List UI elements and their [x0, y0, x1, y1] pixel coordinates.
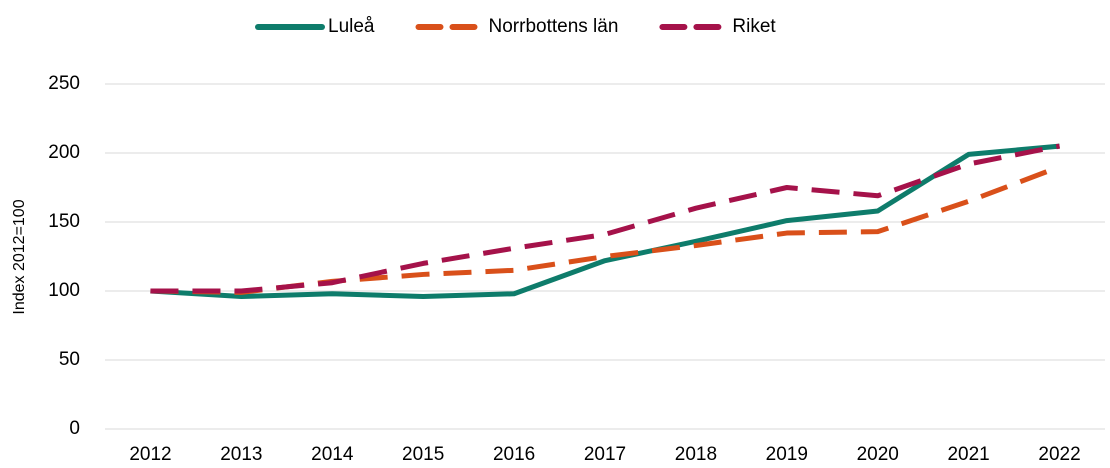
y-tick-label: 150	[48, 211, 80, 232]
x-tick-label: 2017	[584, 444, 626, 465]
line-series	[150, 143, 1061, 294]
legend-label: Riket	[732, 16, 776, 37]
x-tick-label: 2019	[766, 444, 808, 465]
x-tick-label: 2018	[675, 444, 717, 465]
y-tick-label: 50	[59, 349, 80, 370]
y-tick-label: 100	[48, 280, 80, 301]
x-tick-label: 2016	[493, 444, 535, 465]
line-series	[150, 143, 1060, 300]
x-tick-label: 2022	[1038, 444, 1080, 465]
line-series	[150, 164, 1061, 295]
y-tick-label: 0	[69, 418, 80, 439]
legend-label: Norrbottens län	[489, 16, 619, 37]
y-axis-label: Index 2012=100	[11, 199, 28, 314]
x-tick-label: 2012	[129, 444, 171, 465]
x-tick-label: 2020	[857, 444, 899, 465]
x-tick-label: 2015	[402, 444, 444, 465]
y-tick-label: 250	[48, 73, 80, 94]
x-tick-label: 2021	[947, 444, 989, 465]
x-tick-label: 2014	[311, 444, 354, 465]
x-tick-label: 2013	[220, 444, 262, 465]
legend-label: Luleå	[328, 16, 375, 37]
y-tick-label: 200	[48, 142, 80, 163]
